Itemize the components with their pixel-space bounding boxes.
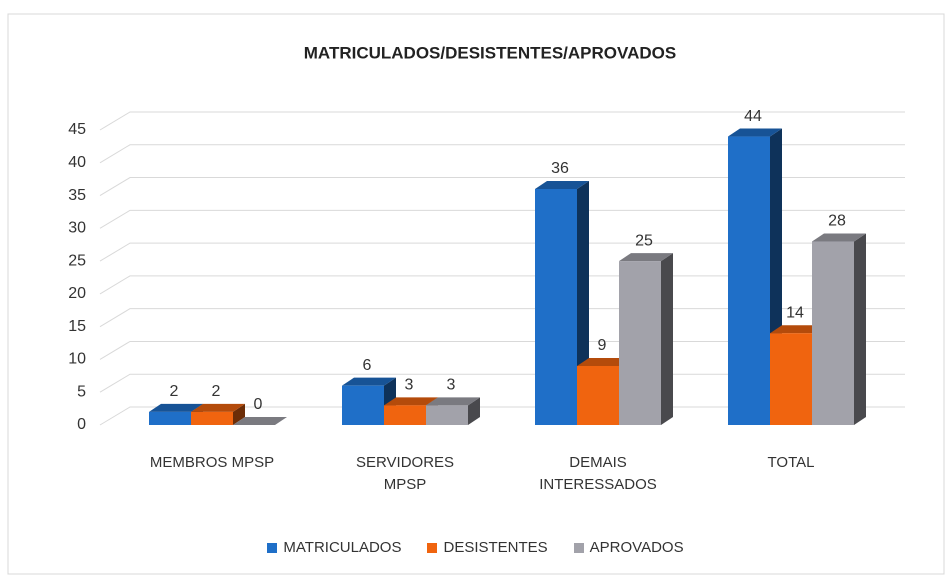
x-tick-label: DEMAIS INTERESSADOS (539, 454, 657, 493)
data-label: 14 (786, 304, 804, 321)
legend-swatch (573, 542, 584, 553)
data-label: 3 (405, 377, 414, 394)
y-tick-label: 10 (68, 351, 86, 368)
x-tick-label: SERVIDORES MPSP (355, 454, 455, 493)
legend-label: DESISTENTES (443, 539, 548, 556)
data-label: 2 (212, 383, 221, 400)
grid-line (99, 242, 905, 262)
bar-side (661, 253, 673, 425)
chart-title: MATRICULADOS/DESISTENTES/APROVADOS (304, 43, 676, 62)
legend-label: MATRICULADOS (283, 539, 402, 556)
bar-top (577, 358, 631, 366)
bar-front (342, 385, 384, 425)
x-tick-label: MEMBROS MPSP (149, 454, 275, 471)
legend-item: DESISTENTES (427, 539, 548, 556)
bar-top (728, 128, 782, 137)
bar-front (384, 405, 426, 425)
bar (535, 181, 589, 425)
bar-front (577, 366, 619, 425)
bar-top (342, 377, 396, 386)
bar-front (619, 261, 661, 425)
data-label: 9 (598, 337, 607, 354)
data-label: 3 (447, 377, 456, 394)
grid-line (99, 111, 905, 131)
data-label: 0 (254, 396, 263, 413)
bar-top (233, 417, 287, 425)
legend-swatch (427, 542, 438, 553)
y-tick-label: 40 (68, 154, 86, 171)
data-label: 36 (551, 160, 569, 177)
bar (233, 417, 287, 425)
legend-swatch (267, 542, 278, 553)
legend-item: APROVADOS (573, 539, 684, 556)
y-tick-label: 25 (68, 252, 86, 269)
grid-line (99, 144, 905, 164)
bar-front (728, 136, 770, 426)
bar-top (191, 403, 245, 412)
bar (191, 403, 245, 425)
bar-top (812, 233, 866, 242)
bar-side (468, 397, 480, 425)
y-tick-label: 35 (68, 187, 86, 204)
grid-line (99, 177, 905, 196)
y-tick-label: 0 (77, 416, 86, 433)
y-tick-label: 5 (77, 383, 86, 400)
data-label: 6 (363, 357, 372, 374)
data-label: 44 (744, 108, 762, 125)
grid-line (99, 209, 905, 229)
bar-top (149, 403, 203, 412)
bar-side (233, 403, 245, 425)
frame (7, 13, 945, 575)
bar-front (812, 241, 854, 425)
bar-top (619, 253, 673, 262)
data-label: 28 (828, 213, 846, 230)
bar-front (770, 333, 812, 425)
x-tick-label: TOTAL (767, 454, 815, 471)
y-tick-label: 45 (68, 121, 86, 138)
bar-side (854, 233, 866, 425)
y-tick-label: 15 (68, 318, 86, 335)
bar-front (191, 411, 233, 425)
bar-front (426, 405, 468, 425)
legend: MATRICULADOS DESISTENTES APROVADOS (0, 539, 951, 556)
bar-top (384, 397, 438, 406)
bar (426, 397, 480, 425)
legend-item: MATRICULADOS (267, 539, 401, 556)
bar-front (535, 189, 577, 425)
bar-top (770, 325, 824, 334)
bar-top (426, 397, 480, 406)
y-tick-label: 30 (68, 220, 86, 237)
bar-top (535, 181, 589, 189)
y-tick-label: 20 (68, 285, 86, 302)
bar-front (149, 411, 191, 425)
data-label: 25 (635, 232, 653, 249)
bar (812, 233, 866, 425)
bar (619, 253, 673, 425)
data-label: 2 (170, 383, 179, 400)
legend-label: APROVADOS (589, 539, 684, 556)
